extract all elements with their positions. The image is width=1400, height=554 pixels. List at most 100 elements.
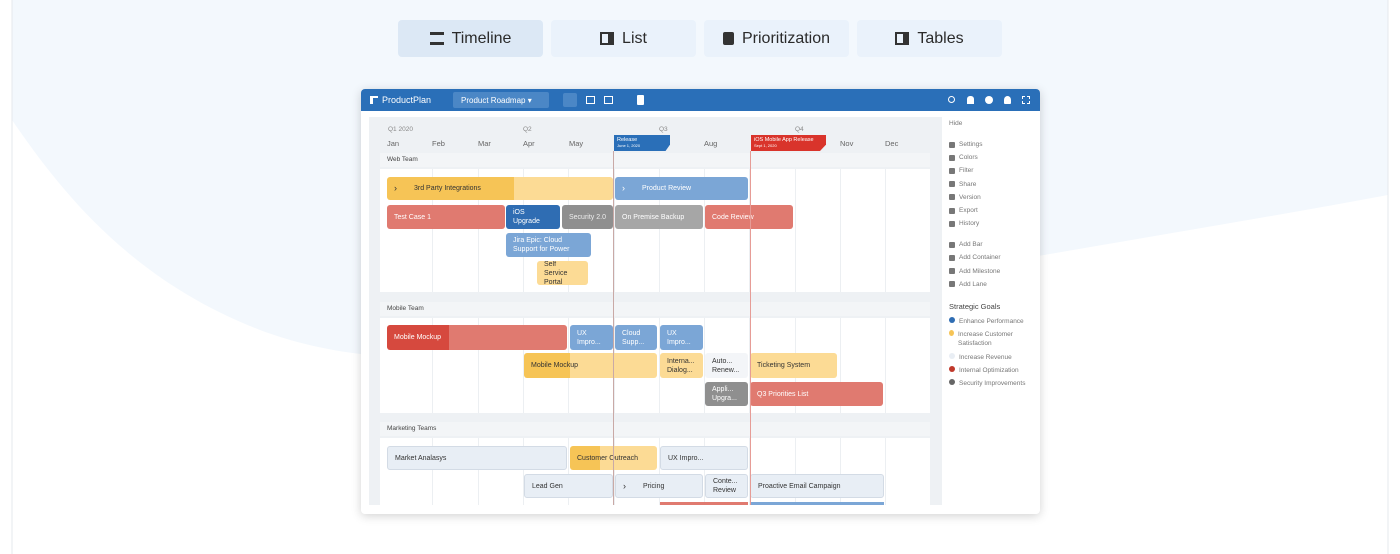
roadmap-bar[interactable]: Mobile Mockup bbox=[387, 325, 567, 350]
sidebar-add[interactable]: Add Container bbox=[949, 254, 1001, 261]
bar-label: iOS Upgrade bbox=[513, 209, 540, 225]
expand-icon[interactable] bbox=[1022, 96, 1030, 104]
bar-label: Customer Outreach bbox=[577, 454, 639, 462]
roadmap-bar[interactable]: Security 2.0 bbox=[562, 205, 613, 229]
sidebar-action[interactable]: Colors bbox=[949, 154, 978, 161]
bar-label: Mobile Mockup bbox=[394, 334, 442, 341]
goal-item[interactable]: Enhance Performance bbox=[949, 317, 1034, 326]
icon bbox=[949, 366, 955, 372]
roadmap-bar[interactable]: Mobile Mockup bbox=[524, 353, 657, 378]
sidebar-text: Enhance Performance bbox=[959, 318, 1024, 325]
sidebar-action[interactable]: Settings bbox=[949, 141, 983, 148]
lane-header bbox=[380, 302, 930, 316]
grid-line bbox=[794, 438, 796, 505]
tab[interactable]: Prioritization bbox=[704, 20, 849, 57]
roadmap-bar[interactable]: Ticketing System bbox=[750, 353, 837, 378]
roadmap-bar[interactable]: iOS Upgrade bbox=[506, 205, 560, 229]
roadmap-bar[interactable]: Appli... Upgra... bbox=[705, 382, 748, 406]
sidebar-action[interactable]: Version bbox=[949, 194, 981, 201]
icon bbox=[949, 220, 955, 227]
lane-header bbox=[380, 153, 930, 167]
milestone-line bbox=[613, 151, 614, 505]
hide-toggle[interactable]: Hide bbox=[949, 120, 962, 127]
sidebar-text: Version bbox=[959, 193, 981, 201]
sidebar-action[interactable]: History bbox=[949, 220, 979, 227]
expand-chevron[interactable]: › bbox=[394, 183, 397, 193]
sidebar-text: Security Improvements bbox=[959, 380, 1026, 387]
tab-icon bbox=[895, 32, 910, 45]
grid-line bbox=[704, 438, 706, 505]
grid-line bbox=[885, 318, 887, 413]
grid-line bbox=[658, 438, 660, 505]
sidebar-action[interactable]: Export bbox=[949, 207, 978, 214]
sidebar-text: Colors bbox=[959, 154, 978, 162]
milestone-date: Sept 1, 2020 bbox=[754, 143, 777, 148]
roadmap-bar[interactable]: UX Impro... bbox=[570, 325, 613, 350]
expand-chevron[interactable]: › bbox=[623, 480, 626, 491]
goals-title: Strategic Goals bbox=[949, 302, 1001, 311]
roadmap-bar[interactable]: Test Case 1 bbox=[387, 205, 505, 229]
roadmap-bar[interactable]: Conte... Review bbox=[705, 474, 748, 498]
tab[interactable]: List bbox=[551, 20, 696, 57]
roadmap-bar[interactable]: Q3 Priorities List bbox=[750, 382, 883, 406]
goal-item[interactable]: Internal Optimization bbox=[949, 366, 1034, 375]
roadmap-bar[interactable]: Jira Epic: Cloud Support for Power bbox=[506, 233, 591, 257]
roadmap-bar[interactable]: UX Impro... bbox=[660, 325, 703, 350]
sidebar-add[interactable]: Add Milestone bbox=[949, 268, 1000, 275]
icon bbox=[949, 281, 955, 288]
logo bbox=[370, 96, 378, 104]
view-timeline[interactable] bbox=[563, 93, 577, 107]
goal-item[interactable]: Increase Customer Satisfaction bbox=[949, 330, 1034, 348]
roadmap-bar[interactable]: Lead Gen bbox=[524, 474, 613, 498]
user-icon[interactable] bbox=[1004, 96, 1011, 104]
roadmap-bar[interactable]: Proactive Email Campaign bbox=[750, 474, 884, 498]
tab[interactable]: Timeline bbox=[398, 20, 543, 57]
view-prioritization[interactable] bbox=[637, 95, 644, 105]
grid-line bbox=[432, 318, 434, 413]
sidebar-text: Internal Optimization bbox=[959, 367, 1019, 374]
grid-line bbox=[658, 318, 660, 413]
bar-label: UX Impro... bbox=[577, 329, 601, 346]
icon bbox=[949, 254, 955, 261]
sidebar-text: Export bbox=[959, 207, 978, 214]
roadmap-bar[interactable]: Self Service Portal bbox=[537, 261, 588, 285]
bar-label: Pricing bbox=[643, 482, 665, 490]
sidebar-action[interactable]: Filter bbox=[949, 167, 973, 174]
roadmap-dropdown[interactable]: Product Roadmap ▾ bbox=[453, 92, 549, 108]
roadmap-bar[interactable]: Code Review bbox=[705, 205, 793, 229]
roadmap-bar[interactable]: › 3rd Party Integrations bbox=[387, 177, 613, 200]
sidebar-action[interactable]: Share bbox=[949, 181, 976, 188]
grid-line bbox=[749, 438, 751, 505]
sidebar-text: Share bbox=[959, 180, 977, 188]
roadmap-bar[interactable]: › Pricing bbox=[615, 474, 703, 498]
view-list[interactable] bbox=[586, 96, 595, 104]
roadmap-bar[interactable]: › Product Review bbox=[615, 177, 748, 200]
grid-line bbox=[432, 169, 434, 292]
goal-item[interactable]: Security Improvements bbox=[949, 379, 1034, 388]
month-label: Jan bbox=[387, 139, 400, 148]
bar-label: Jira Epic: Cloud Support for Power bbox=[513, 237, 570, 253]
sidebar-add[interactable]: Add Lane bbox=[949, 281, 987, 288]
expand-chevron[interactable]: › bbox=[622, 183, 625, 193]
sidebar-text: Increase Customer Satisfaction bbox=[958, 331, 1013, 347]
lane-name[interactable]: Web Team bbox=[387, 156, 418, 163]
lane-header bbox=[380, 422, 930, 436]
help-icon[interactable] bbox=[985, 96, 993, 104]
lane-name[interactable]: Marketing Teams bbox=[387, 425, 437, 432]
view-table[interactable] bbox=[604, 96, 613, 104]
tab[interactable]: Tables bbox=[857, 20, 1002, 57]
goal-item[interactable]: Increase Revenue bbox=[949, 353, 1034, 362]
roadmap-bar[interactable]: On Premise Backup bbox=[615, 205, 703, 229]
roadmap-bar[interactable]: Interna... Dialog... bbox=[660, 353, 703, 378]
sidebar-add[interactable]: Add Bar bbox=[949, 241, 983, 248]
bar-label: Ticketing System bbox=[757, 362, 811, 369]
search-icon[interactable] bbox=[948, 96, 955, 103]
roadmap-name: Product Roadmap bbox=[461, 96, 526, 105]
roadmap-bar[interactable]: Auto... Renew... bbox=[705, 353, 748, 378]
roadmap-bar[interactable]: UX Impro... bbox=[660, 446, 748, 470]
roadmap-bar[interactable]: Market Analasys bbox=[387, 446, 567, 470]
icon bbox=[949, 330, 955, 336]
bell-icon[interactable] bbox=[967, 96, 974, 104]
lane-name[interactable]: Mobile Team bbox=[387, 305, 424, 312]
roadmap-bar[interactable]: Cloud Supp... bbox=[615, 325, 657, 350]
